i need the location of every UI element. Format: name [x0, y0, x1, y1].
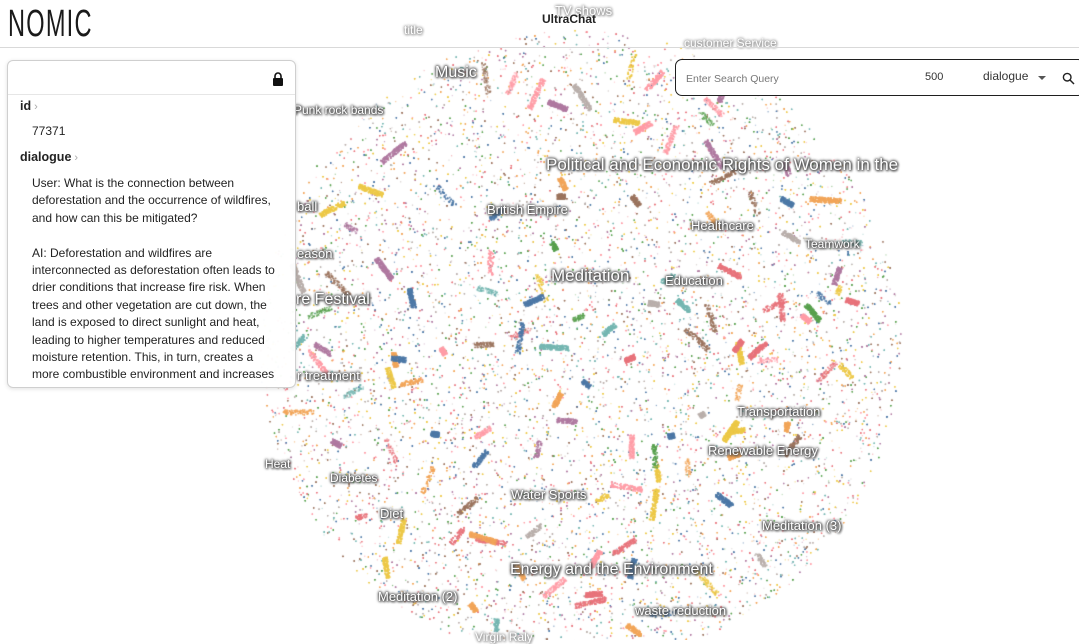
topic-label: eason [297, 246, 333, 261]
topic-label: Healthcare [691, 218, 754, 233]
topic-label: Diabetes [330, 471, 378, 485]
field-value-id: 77371 [32, 124, 66, 138]
topic-label: Punk rock bands [294, 103, 384, 117]
search-field-select[interactable]: dialogue [983, 69, 1029, 83]
topic-label: British Empire [487, 202, 568, 217]
topic-label: re Festival [296, 291, 370, 308]
point-detail-panel: id › 77371 dialogue › User: What is the co… [7, 60, 296, 388]
search-bar: 500 dialogue [675, 59, 1079, 96]
top-bar: NOMIC UltraChat [0, 0, 1079, 48]
topic-label: r treatment [297, 368, 360, 383]
topic-label: waste reduction [635, 603, 727, 618]
nomic-logo: NOMIC [8, 3, 93, 45]
search-icon[interactable] [1062, 72, 1075, 85]
chevron-down-icon[interactable] [1038, 76, 1046, 80]
topic-label: Renewable Energy [708, 443, 818, 458]
topic-label: title [404, 23, 423, 37]
lock-icon[interactable] [272, 72, 284, 86]
topic-label: Diet [380, 506, 404, 521]
topic-label: Virgin Raly [475, 630, 533, 644]
topic-label: Education [665, 273, 723, 288]
topic-label: Teamwork [805, 237, 860, 251]
result-count[interactable]: 500 [925, 71, 944, 83]
topic-label: Heat [265, 457, 291, 471]
topic-label: Energy and the Environment [510, 561, 713, 578]
field-key-id[interactable]: id › [20, 99, 38, 113]
topic-label: TV shows [555, 3, 613, 18]
field-key-dialogue[interactable]: dialogue › [20, 150, 79, 164]
topic-label: Political and Economic Rights of Women i… [546, 155, 899, 174]
topic-label: Transportation [737, 404, 821, 419]
topic-label: customer Service [684, 36, 777, 50]
topic-label: Water Sports [511, 487, 587, 502]
topic-label: Meditation [551, 266, 630, 285]
topic-label: Music [435, 64, 477, 81]
topic-label: ball [297, 199, 318, 214]
topic-label: Meditation (3) [762, 518, 842, 533]
chevron-right-icon: › [74, 152, 79, 164]
panel-toolbar [8, 61, 295, 95]
search-input[interactable] [684, 69, 888, 89]
page-title: UltraChat [542, 12, 597, 26]
chevron-right-icon: › [34, 101, 38, 113]
topic-label: Meditation (2) [378, 589, 458, 604]
field-value-dialogue: User: What is the connection between def… [32, 176, 275, 382]
